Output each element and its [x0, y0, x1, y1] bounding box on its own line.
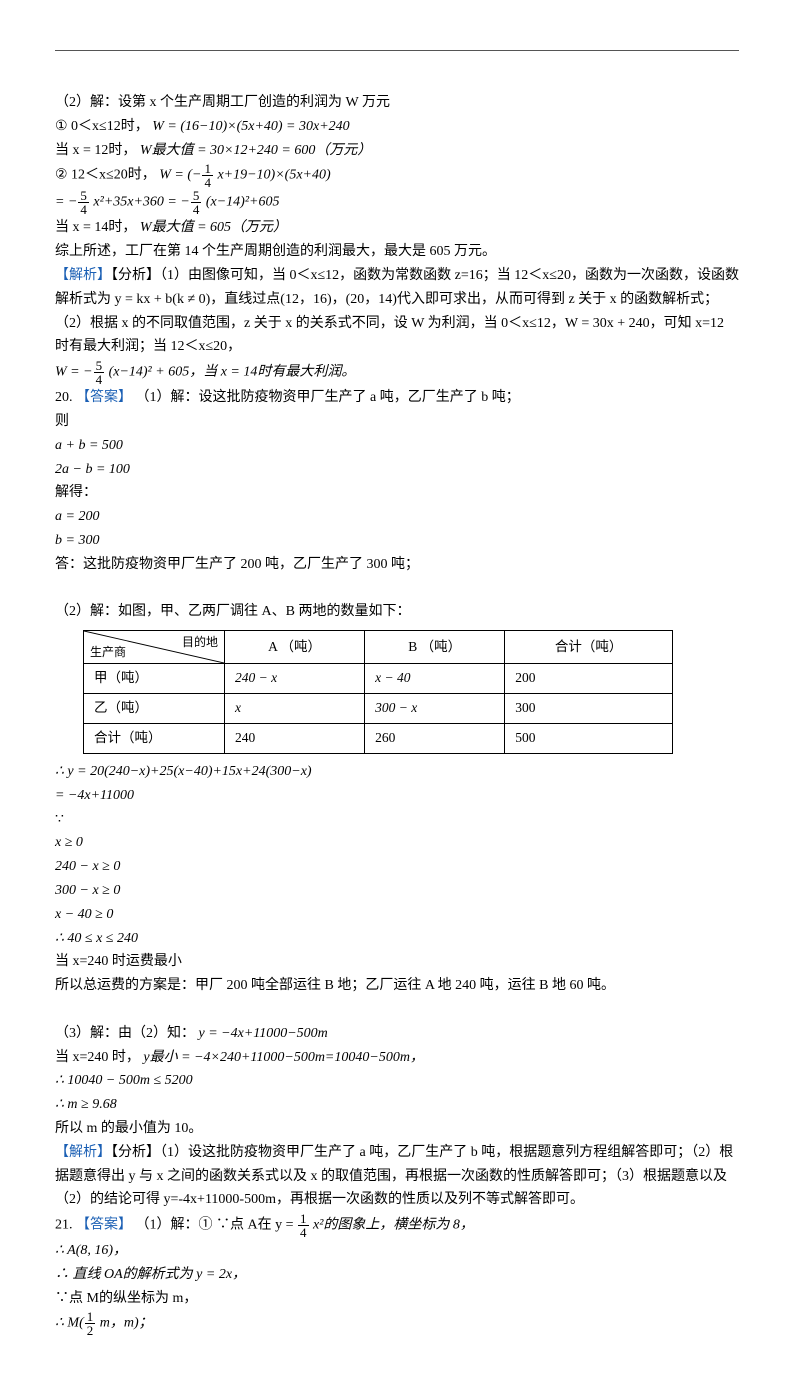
table-diag-header: 目的地 生产商 — [84, 631, 225, 664]
q19-part2-intro: （2）解：设第 x 个生产周期工厂创造的利润为 W 万元 — [55, 91, 739, 115]
q20-constraints: ∵ — [55, 808, 739, 832]
q20-number: 20. — [55, 390, 73, 405]
sys1-l2: 2a − b = 100 — [55, 458, 739, 482]
r2c2: 300 − x — [365, 694, 505, 724]
r2c0: 乙（吨） — [84, 694, 225, 724]
q19-case2-eq-a: W = (− — [159, 168, 201, 183]
c1: x ≥ 0 — [55, 831, 739, 855]
sys2-l1: a = 200 — [55, 505, 739, 529]
q21-a-pt: ∴ A(8, 16)， — [55, 1239, 739, 1263]
q20-p1-intro: （1）解：设这批防疫物资甲厂生产了 a 吨，乙厂生产了 b 吨； — [136, 390, 520, 405]
q20-ineq1: ∴ 10040 − 500m ≤ 5200 — [55, 1069, 739, 1093]
t2: x²+35x+360 = − — [90, 195, 190, 210]
q19-jiexi: 【解析】【分析】（1）由图像可知，当 0＜x≤12，函数为常数函数 z=16；当… — [55, 264, 739, 359]
sys1-l1: a + b = 500 — [55, 434, 739, 458]
t1: = − — [55, 195, 77, 210]
q20-jiexi: 【解析】【分析】（1）设这批防疫物资甲厂生产了 a 吨，乙厂生产了 b 吨，根据… — [55, 1141, 739, 1212]
c3: 300 − x ≥ 0 — [55, 879, 739, 903]
r2c3: 300 — [505, 694, 673, 724]
r1c3: 200 — [505, 664, 673, 694]
q20-ymin: y最小 = −4×240+11000−500m=10040−500m， — [143, 1050, 424, 1065]
sys2-l2: b = 300 — [55, 529, 739, 553]
q21-m-a: ∴ M( — [55, 1316, 84, 1331]
q20-system1: 则 — [55, 410, 739, 434]
c4: x − 40 ≥ 0 — [55, 903, 739, 927]
jiexi-label: 【解析】 — [55, 268, 111, 283]
q19-jiexi-2: W = −54 (x−14)² + 605，当 x = 14时有最大利润。 — [55, 359, 739, 386]
r3c0: 合计（吨） — [84, 724, 225, 754]
q19-case2-expand: = −54 x²+35x+360 = −54 (x−14)²+605 — [55, 189, 739, 216]
q20-heading: 20. 【答案】 （1）解：设这批防疫物资甲厂生产了 a 吨，乙厂生产了 b 吨… — [55, 386, 739, 410]
q20-ineq2: ∴ m ≥ 9.68 — [55, 1093, 739, 1117]
q19-jiexi-2b: (x−14)² + 605，当 x = 14时有最大利润。 — [105, 365, 355, 380]
diag-top: 目的地 — [182, 632, 218, 652]
fenxi-label-20: 【分析】 — [111, 1145, 160, 1160]
daan-label: 【答案】 — [76, 390, 132, 405]
q20-table: 目的地 生产商 A （吨） B （吨） 合计（吨） 甲（吨） 240 − x x… — [83, 630, 673, 754]
daan-label-21: 【答案】 — [76, 1218, 132, 1233]
r3c3: 500 — [505, 724, 673, 754]
q21-p1b: x²的图象上，横坐标为 8， — [310, 1218, 474, 1233]
q19-case2-cond: ② 12＜x≤20时， — [55, 168, 156, 183]
q19-case1-max: 当 x = 12时， W最大值 = 30×12+240 = 600（万元） — [55, 139, 739, 163]
top-rule — [55, 50, 739, 51]
q20-range: ∴ 40 ≤ x ≤ 240 — [55, 927, 739, 951]
q20-m-ans: 所以 m 的最小值为 10。 — [55, 1117, 739, 1141]
frac-5-4a: 54 — [78, 189, 89, 216]
r3c1: 240 — [225, 724, 365, 754]
th-sum: 合计（吨） — [505, 631, 673, 664]
frac-5-4c: 54 — [94, 359, 105, 386]
jiexi-label-20: 【解析】 — [55, 1145, 111, 1160]
q21-my: ∵点 M的纵坐标为 m， — [55, 1287, 739, 1311]
q21-p1a: （1）解：① ∵点 A在 y = — [136, 1218, 298, 1233]
q21-number: 21. — [55, 1218, 73, 1233]
q20-yeq2: = −4x+11000 — [55, 784, 739, 808]
q19-case1-when: 当 x = 12时， — [55, 143, 136, 158]
th-b: B （吨） — [365, 631, 505, 664]
r1c2: x − 40 — [365, 664, 505, 694]
q20-when240: 当 x=240 时， — [55, 1050, 140, 1065]
q19-case2-when: 当 x = 14时， — [55, 220, 136, 235]
r3c2: 260 — [365, 724, 505, 754]
th-a: A （吨） — [225, 631, 365, 664]
fenxi-label: 【分析】 — [111, 268, 160, 283]
q20-system2: 解得： — [55, 481, 739, 505]
q21-oa: ∴ 直线 OA的解析式为 y = 2x， — [55, 1263, 739, 1287]
diag-bot: 生产商 — [90, 642, 126, 662]
q19-case1-cond: ① 0＜x≤12时， — [55, 119, 149, 134]
q21-heading: 21. 【答案】 （1）解：① ∵点 A在 y = 14 x²的图象上，横坐标为… — [55, 1212, 739, 1239]
q20-plan: 所以总运费的方案是：甲厂 200 吨全部运往 B 地；乙厂运往 A 地 240 … — [55, 974, 739, 998]
q19-case2-eq-b: x+19−10)×(5x+40) — [214, 168, 331, 183]
r1c1: 240 − x — [225, 664, 365, 694]
frac-1-2: 12 — [85, 1310, 96, 1337]
q20-minwhen: 当 x=240 时运费最小 — [55, 950, 739, 974]
c2: 240 − x ≥ 0 — [55, 855, 739, 879]
q19-summary: 综上所述，工厂在第 14 个生产周期创造的利润最大，最大是 605 万元。 — [55, 240, 739, 264]
t3: (x−14)²+605 — [202, 195, 279, 210]
q21-m-b: m，m)； — [96, 1316, 152, 1331]
q20-p3: （3）解：由（2）知： y = −4x+11000−500m — [55, 1022, 739, 1046]
q20-ans1: 答：这批防疫物资甲厂生产了 200 吨，乙厂生产了 300 吨； — [55, 553, 739, 577]
q20-p3-ymin: 当 x=240 时， y最小 = −4×240+11000−500m=10040… — [55, 1046, 739, 1070]
frac-1-4-b: 14 — [298, 1212, 309, 1239]
ze-label: 则 — [55, 414, 69, 429]
q20-yeq1: ∴ y = 20(240−x)+25(x−40)+15x+24(300−x) — [55, 760, 739, 784]
q19-jiexi-2a: W = − — [55, 365, 93, 380]
q19-case2-max: 当 x = 14时， W最大值 = 605（万元） — [55, 216, 739, 240]
r2c1: x — [225, 694, 365, 724]
frac-5-4b: 54 — [191, 189, 202, 216]
q21-m-pt: ∴ M(12 m，m)； — [55, 1310, 739, 1337]
q20-p3-intro: （3）解：由（2）知： — [55, 1026, 195, 1041]
jiede-label: 解得： — [55, 485, 97, 500]
q20-p2-intro: （2）解：如图，甲、乙两厂调往 A、B 两地的数量如下： — [55, 600, 739, 624]
q19-case1: ① 0＜x≤12时， W = (16−10)×(5x+40) = 30x+240 — [55, 115, 739, 139]
q19-case2-wmax: W最大值 = 605（万元） — [140, 220, 287, 235]
q19-case1-wmax: W最大值 = 30×12+240 = 600（万元） — [140, 143, 371, 158]
q19-case2: ② 12＜x≤20时， W = (−14 x+19−10)×(5x+40) — [55, 162, 739, 189]
r1c0: 甲（吨） — [84, 664, 225, 694]
frac-1-4: 14 — [202, 162, 213, 189]
q20-yeq3: y = −4x+11000−500m — [199, 1026, 328, 1041]
q19-case1-eq: W = (16−10)×(5x+40) = 30x+240 — [152, 119, 349, 134]
